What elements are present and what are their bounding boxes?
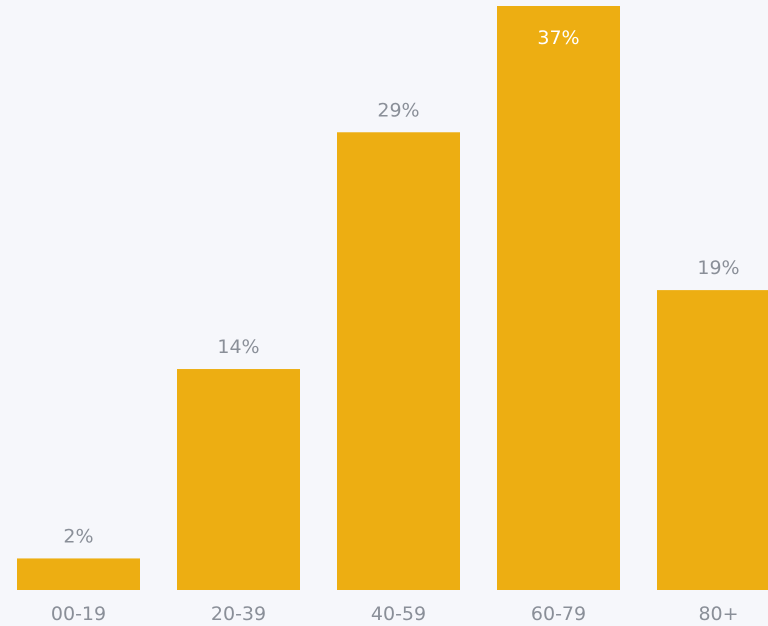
bar-80+ — [657, 290, 768, 590]
value-label-60-79: 37% — [537, 27, 579, 49]
value-label-80+: 19% — [697, 257, 739, 279]
bar-20-39 — [177, 369, 300, 590]
x-axis-tick-labels: 00-19 20-39 40-59 60-79 80+ — [51, 603, 739, 625]
bar-40-59 — [337, 132, 460, 590]
x-tick-label-20-39: 20-39 — [211, 603, 266, 625]
value-label-20-39: 14% — [217, 336, 259, 358]
bar-60-79 — [497, 6, 620, 590]
x-tick-label-60-79: 60-79 — [531, 603, 586, 625]
x-tick-label-00-19: 00-19 — [51, 603, 106, 625]
value-labels-group: 2% 14% 29% 37% 19% — [63, 27, 739, 547]
x-tick-label-40-59: 40-59 — [371, 603, 426, 625]
x-tick-label-80+: 80+ — [698, 603, 738, 625]
value-label-40-59: 29% — [377, 99, 419, 121]
bars-group — [17, 6, 768, 590]
value-label-00-19: 2% — [63, 525, 93, 547]
bar-00-19 — [17, 558, 140, 590]
